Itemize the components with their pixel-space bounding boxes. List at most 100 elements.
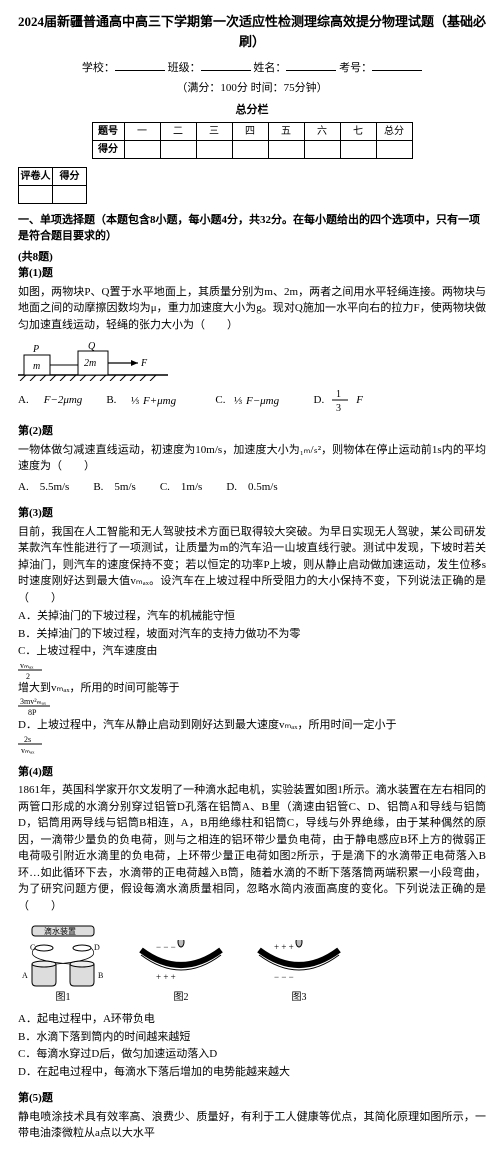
name-blank — [286, 59, 336, 71]
col-7: 七 — [340, 122, 376, 140]
question-3: 第(3)题 目前，我国在人工智能和无人驾驶技术方面已取得较大突破。为早日实现无人… — [18, 505, 486, 754]
frac-C: ⅓F−μmg — [230, 389, 290, 411]
q2-opt-D: D. 0.5m/s — [226, 479, 277, 496]
col-4: 四 — [232, 122, 268, 140]
svg-text:A: A — [22, 971, 28, 980]
grader-score: 得分 — [53, 167, 87, 185]
svg-text:F+μmg: F+μmg — [142, 395, 177, 407]
label-Q: Q — [88, 341, 96, 352]
svg-text:− − −: − − − — [274, 972, 294, 982]
question-4: 第(4)题 1861年，英国科学家开尔文发明了一种滴水起电机，实验装置如图1所示… — [18, 764, 486, 1081]
col-3: 三 — [196, 122, 232, 140]
q1-num: 第(1)题 — [18, 265, 486, 282]
svg-text:滴水装置: 滴水装置 — [44, 926, 76, 936]
q3-options: A．关掉油门的下坡过程，汽车的机械能守恒 B．关掉油门的下坡过程，坡面对汽车的支… — [18, 608, 486, 754]
question-5: 第(5)题 静电喷涂技术具有效率高、浪费少、质量好，有利于工人健康等优点，其简化… — [18, 1090, 486, 1142]
class-blank — [201, 59, 251, 71]
section1-heading: 一、单项选择题（本题包含8小题，每小题4分，共32分。在每小题给出的四个选项中，… — [18, 212, 486, 245]
q4-opt-B: B．水滴下落到筒内的时间越来越短 — [18, 1029, 486, 1046]
school-label: 学校： — [82, 62, 115, 74]
svg-text:⅓: ⅓ — [131, 395, 139, 407]
svg-text:F−μmg: F−μmg — [245, 395, 280, 407]
fig2-svg: − − − + + + — [136, 940, 226, 990]
label-F: F — [140, 358, 148, 369]
score-table-title: 总分栏 — [18, 102, 486, 119]
frac-d: 2s vₘₐₓ — [18, 734, 46, 754]
frac-B: ⅓F+μmg — [131, 389, 191, 411]
svg-text:B: B — [98, 971, 103, 980]
q1-opt-B: B. ⅓F+μmg — [106, 389, 191, 411]
question-2: 第(2)题 一物体做匀减速直线运动，初速度为10m/s，加速度大小为₁ₘ/ₛ²，… — [18, 423, 486, 495]
q5-body: 静电喷涂技术具有效率高、浪费少、质量好，有利于工人健康等优点，其简化原理如图所示… — [18, 1109, 486, 1142]
q1-options: A. F−2μmg B. ⅓F+μmg C. ⅓F−μmg D. 13 F — [18, 387, 486, 413]
frac-c2: 3mv²ₘₐₓ 8P — [18, 696, 52, 716]
svg-text:1: 1 — [336, 389, 341, 400]
grader-table: 评卷人 得分 — [18, 167, 87, 204]
examno-blank — [372, 59, 422, 71]
row1-label: 题号 — [92, 122, 124, 140]
svg-text:⅓: ⅓ — [234, 395, 242, 407]
q2-options: A. 5.5m/s B. 5m/s C. 1m/s D. 0.5m/s — [18, 479, 486, 496]
q4-body: 1861年，英国科学家开尔文发明了一种滴水起电机，实验装置如图1所示。滴水装置在… — [18, 782, 486, 914]
header-fields: 学校： 班级： 姓名： 考号： — [18, 59, 486, 77]
fig2-label: 图2 — [136, 990, 226, 1005]
q1-opt-A: A. F−2μmg — [18, 392, 82, 409]
examno-label: 考号： — [339, 62, 372, 74]
svg-text:− − −: − − − — [156, 942, 176, 952]
school-blank — [115, 59, 165, 71]
question-1: 第(1)题 如图，两物块P、Q置于水平地面上，其质量分别为m、2m，两者之间用水… — [18, 265, 486, 413]
q2-opt-C: C. 1m/s — [160, 479, 202, 496]
svg-text:vₘₐₓ: vₘₐₓ — [21, 746, 35, 754]
q1-opt-C: C. ⅓F−μmg — [215, 389, 289, 411]
fig1-svg: 滴水装置 CD AB — [18, 920, 108, 990]
svg-text:8P: 8P — [28, 708, 37, 716]
label-m: m — [33, 361, 40, 372]
fig1: 滴水装置 CD AB 图1 — [18, 920, 108, 1005]
grader-label: 评卷人 — [19, 167, 53, 185]
q3-body: 目前，我国在人工智能和无人驾驶技术方面已取得较大突破。为早日实现无人驾驶，某公司… — [18, 524, 486, 607]
name-label: 姓名： — [253, 62, 286, 74]
fig1-label: 图1 — [18, 990, 108, 1005]
svg-text:+ + +: + + + — [156, 972, 176, 982]
section1-note: (共8题) — [18, 249, 486, 266]
frac-c1: vₘₐₓ2 — [18, 660, 46, 680]
col-5: 五 — [268, 122, 304, 140]
class-label: 班级： — [168, 62, 201, 74]
q4-opt-C: C．每滴水穿过D后，做匀加速运动落入D — [18, 1046, 486, 1063]
q3-num: 第(3)题 — [18, 505, 486, 522]
q4-options: A．起电过程中，A环带负电 B．水滴下落到筒内的时间越来越短 C．每滴水穿过D后… — [18, 1011, 486, 1080]
q1-opt-D: D. 13 F — [314, 387, 363, 413]
svg-text:2s: 2s — [24, 735, 31, 744]
svg-text:3mv²ₘₐₓ: 3mv²ₘₐₓ — [20, 697, 47, 706]
label-P: P — [32, 344, 39, 355]
col-1: 一 — [124, 122, 160, 140]
score-table: 题号 一 二 三 四 五 六 七 总分 得分 — [92, 122, 413, 159]
blocks-diagram-svg: P m Q 2m F — [18, 339, 168, 381]
label-2m: 2m — [84, 358, 96, 369]
q4-opt-A: A．起电过程中，A环带负电 — [18, 1011, 486, 1028]
page-title: 2024届新疆普通高中高三下学期第一次适应性检测理综高效提分物理试题（基础必刷） — [18, 12, 486, 51]
col-6: 六 — [304, 122, 340, 140]
q3-opt-A: A．关掉油门的下坡过程，汽车的机械能守恒 — [18, 608, 486, 625]
col-2: 二 — [160, 122, 196, 140]
fig3-svg: + + + − − − — [254, 940, 344, 990]
q2-opt-A: A. 5.5m/s — [18, 479, 69, 496]
q3-opt-D: D．上坡过程中，汽车从静止启动到刚好达到最大速度vₘₐₓ，所用时间一定小于 2s… — [18, 717, 486, 754]
q2-body: 一物体做匀减速直线运动，初速度为10m/s，加速度大小为₁ₘ/ₛ²，则物体在停止… — [18, 442, 486, 475]
q4-num: 第(4)题 — [18, 764, 486, 781]
fig3-label: 图3 — [254, 990, 344, 1005]
q3-opt-B: B．关掉油门的下坡过程，坡面对汽车的支持力做功不为零 — [18, 626, 486, 643]
fig2: − − − + + + 图2 — [136, 940, 226, 1005]
q2-num: 第(2)题 — [18, 423, 486, 440]
q5-num: 第(5)题 — [18, 1090, 486, 1107]
col-8: 总分 — [376, 122, 412, 140]
frac-D: 13 — [328, 387, 352, 413]
svg-text:3: 3 — [336, 403, 341, 413]
svg-text:2: 2 — [26, 672, 30, 680]
q1-diagram: P m Q 2m F — [18, 339, 486, 381]
q1-body: 如图，两物块P、Q置于水平地面上，其质量分别为m、2m，两者之间用水平轻绳连接。… — [18, 284, 486, 334]
fig3: + + + − − − 图3 — [254, 940, 344, 1005]
q4-figures: 滴水装置 CD AB 图1 − − − + + + — [18, 920, 486, 1005]
q3-opt-C: C．上坡过程中，汽车速度由 vₘₐₓ2 增大到vₘₐₓ，所用的时间可能等于 3m… — [18, 643, 486, 716]
q2-opt-B: B. 5m/s — [93, 479, 135, 496]
